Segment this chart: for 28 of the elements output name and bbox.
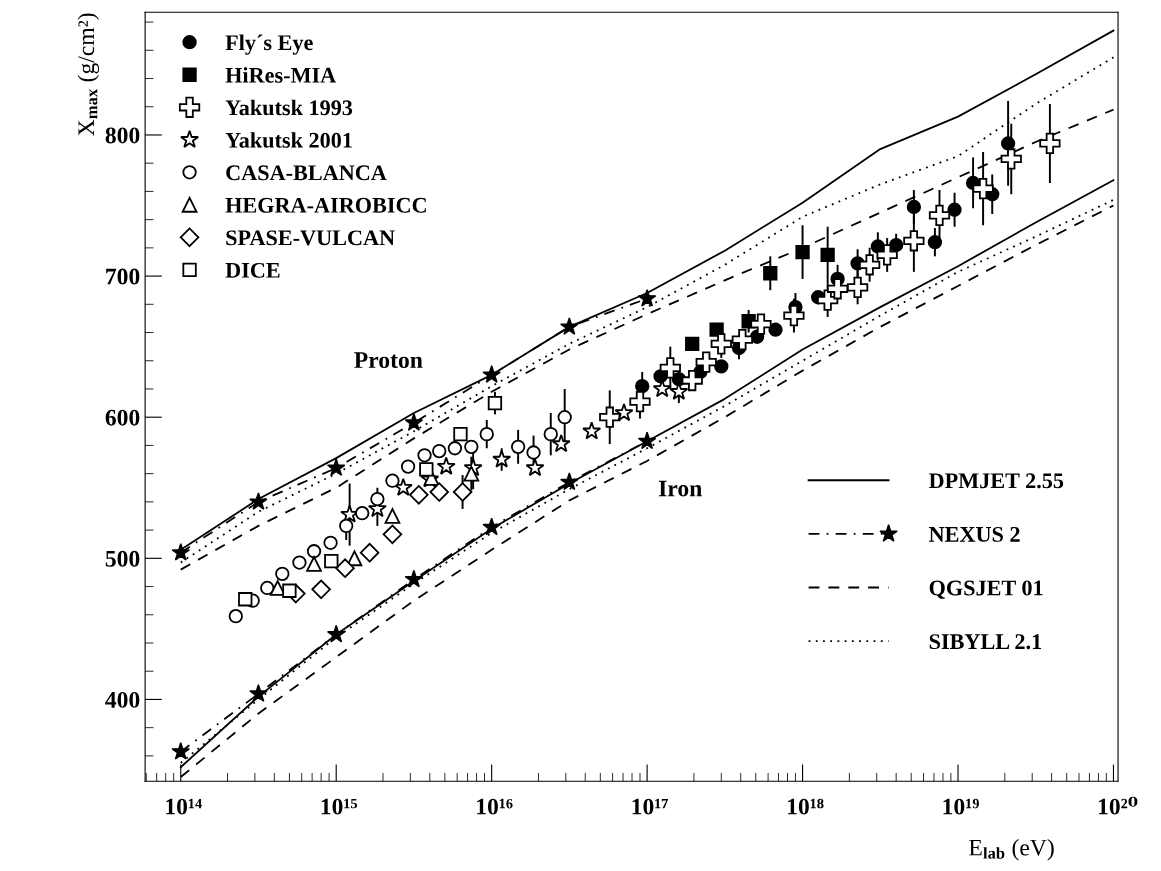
annotation: Proton [354,352,423,369]
annotation: Iron [658,480,702,497]
x-tick-label: 10¹⁹ [943,798,979,815]
legend-label: NEXUS 2 [929,526,1020,542]
legend-label: HiRes-MIA [225,67,337,83]
x-axis-title: E$_{lab}$ (eV) [969,838,1054,861]
x-tick-label: 10¹⁸ [788,798,824,815]
legend-label: SPASE-VULCAN [226,230,395,246]
legend-label: HEGRA-AIROBICC [225,197,426,213]
legend-label: Fly´s Eye [225,34,313,55]
y-tick-label: 500 [105,550,140,567]
legend-label: Yakutsk 2001 [225,132,352,148]
x-tick-label: 10¹⁴ [166,798,202,815]
y-tick-label: 400 [105,691,140,708]
legend-label: DICE [225,262,280,278]
x-tick-label: 10¹⁷ [632,798,669,815]
y-tick-label: 800 [105,127,140,144]
legend-label: DPMJET 2.55 [928,473,1064,489]
legend-label: SIBYLL 2.1 [929,634,1042,650]
y-tick-label: 700 [106,268,140,285]
y-axis-title: X$_{max}$ (g/cm²) [77,13,100,136]
x-tick-label: 10²⁰ [1098,796,1138,815]
x-tick-label: 10¹⁵ [321,798,358,815]
y-tick-label: 600 [105,409,140,426]
x-tick-label: 10¹⁶ [477,798,513,815]
legend-label: CASA-BLANCA [226,165,387,181]
legend-label: QGSJET 01 [929,580,1043,599]
legend-label: Yakutsk 1993 [225,99,353,116]
